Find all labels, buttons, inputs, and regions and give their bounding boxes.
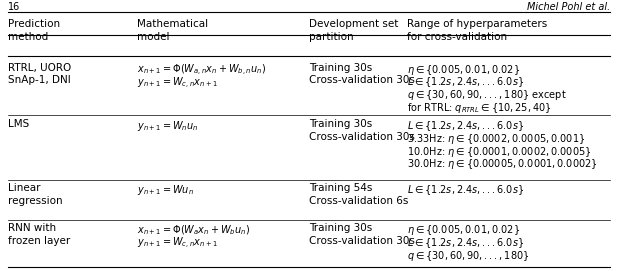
Text: Range of hyperparameters: Range of hyperparameters (407, 19, 548, 29)
Text: $y_{n+1} = W_{c,n}x_{n+1}$: $y_{n+1} = W_{c,n}x_{n+1}$ (137, 236, 218, 251)
Text: $\eta \in \{0.005, 0.01, 0.02\}$: $\eta \in \{0.005, 0.01, 0.02\}$ (407, 63, 520, 76)
Text: Training 54s: Training 54s (309, 183, 372, 193)
Text: Cross-validation 30s: Cross-validation 30s (309, 236, 415, 246)
Text: model: model (137, 32, 169, 42)
Text: Cross-validation 30s: Cross-validation 30s (309, 132, 415, 142)
Text: RNN with: RNN with (8, 224, 56, 234)
Text: Mathematical: Mathematical (137, 19, 208, 29)
Text: Cross-validation 6s: Cross-validation 6s (309, 196, 408, 206)
Text: RTRL, UORO: RTRL, UORO (8, 63, 71, 73)
Text: Training 30s: Training 30s (309, 224, 372, 234)
Text: for RTRL: $q_{RTRL} \in \{10, 25, 40\}$: for RTRL: $q_{RTRL} \in \{10, 25, 40\}$ (407, 101, 552, 115)
Text: Michel Pohl et al.: Michel Pohl et al. (527, 2, 611, 12)
Text: $L \in \{1.2s, 2.4s, ...6.0s\}$: $L \in \{1.2s, 2.4s, ...6.0s\}$ (407, 236, 525, 250)
Text: Prediction: Prediction (8, 19, 60, 29)
Text: LMS: LMS (8, 119, 29, 129)
Text: $\eta \in \{0.005, 0.01, 0.02\}$: $\eta \in \{0.005, 0.01, 0.02\}$ (407, 224, 520, 237)
Text: $y_{n+1} = W_{c,n}x_{n+1}$: $y_{n+1} = W_{c,n}x_{n+1}$ (137, 75, 218, 91)
Text: $y_{n+1} = W u_n$: $y_{n+1} = W u_n$ (137, 183, 194, 197)
Text: $L \in \{1.2s, 2.4s, ...6.0s\}$: $L \in \{1.2s, 2.4s, ...6.0s\}$ (407, 183, 525, 197)
Text: method: method (8, 32, 48, 42)
Text: $y_{n+1} = W_n u_n$: $y_{n+1} = W_n u_n$ (137, 119, 198, 133)
Text: for cross-validation: for cross-validation (407, 32, 508, 42)
Text: $10.0$Hz: $\eta \in \{0.0001, 0.0002, 0.0005\}$: $10.0$Hz: $\eta \in \{0.0001, 0.0002, 0.… (407, 145, 592, 159)
Text: $L \in \{1.2s, 2.4s, ...6.0s\}$: $L \in \{1.2s, 2.4s, ...6.0s\}$ (407, 119, 525, 133)
Text: Development set: Development set (309, 19, 398, 29)
Text: Linear: Linear (8, 183, 40, 193)
Text: $3.33$Hz: $\eta \in \{0.0002, 0.0005, 0.001\}$: $3.33$Hz: $\eta \in \{0.0002, 0.0005, 0.… (407, 132, 586, 146)
Text: $L \in \{1.2s, 2.4s, ...6.0s\}$: $L \in \{1.2s, 2.4s, ...6.0s\}$ (407, 75, 525, 89)
Text: Cross-validation 30s: Cross-validation 30s (309, 75, 415, 85)
Text: $x_{n+1} = \Phi(W_{a,n}x_n + W_{b,n}u_n)$: $x_{n+1} = \Phi(W_{a,n}x_n + W_{b,n}u_n)… (137, 63, 266, 78)
Text: frozen layer: frozen layer (8, 236, 70, 246)
Text: SnAp-1, DNI: SnAp-1, DNI (8, 75, 70, 85)
Text: partition: partition (309, 32, 353, 42)
Text: $30.0$Hz: $\eta \in \{0.00005, 0.0001, 0.0002\}$: $30.0$Hz: $\eta \in \{0.00005, 0.0001, 0… (407, 157, 598, 172)
Text: Training 30s: Training 30s (309, 119, 372, 129)
Text: $q \in \{30, 60, 90, ..., 180\}$ except: $q \in \{30, 60, 90, ..., 180\}$ except (407, 88, 567, 102)
Text: Training 30s: Training 30s (309, 63, 372, 73)
Text: 16: 16 (8, 2, 20, 12)
Text: regression: regression (8, 196, 62, 206)
Text: $q \in \{30, 60, 90, ..., 180\}$: $q \in \{30, 60, 90, ..., 180\}$ (407, 249, 530, 263)
Text: $x_{n+1} = \Phi(W_a x_n + W_b u_n)$: $x_{n+1} = \Phi(W_a x_n + W_b u_n)$ (137, 224, 250, 237)
